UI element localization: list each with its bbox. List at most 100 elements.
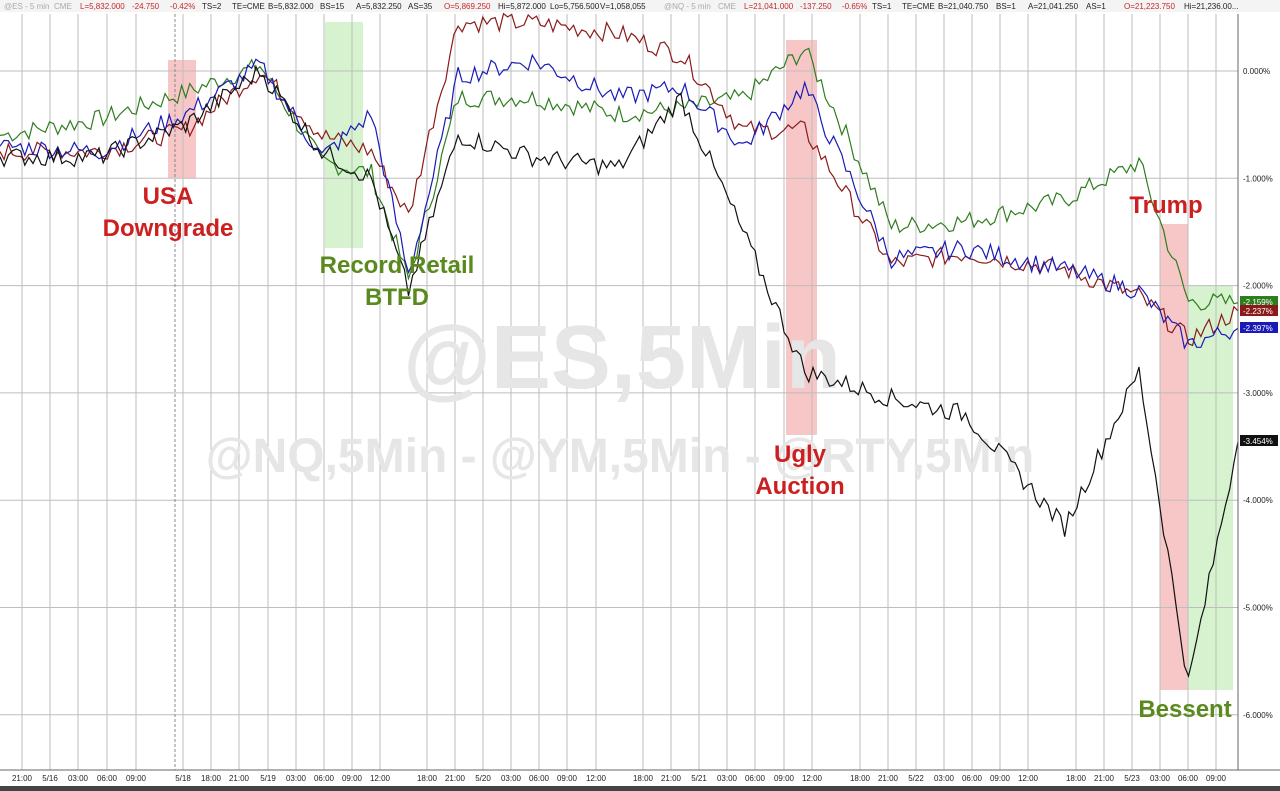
x-tick-label: 18:00 <box>201 774 222 783</box>
quote-header: @ES - 5 min CME L=5,832.000 -24.750 -0.4… <box>0 0 1280 12</box>
nq-bid: B=21,040.750 <box>938 2 989 11</box>
annotation-record-retail-line1: Record Retail <box>320 252 475 279</box>
series-line-es <box>0 53 1239 350</box>
x-tick-label: 21:00 <box>229 774 250 783</box>
band-bessent <box>1188 286 1233 690</box>
x-tick-label: 03:00 <box>286 774 307 783</box>
x-tick-label: 5/18 <box>175 774 191 783</box>
x-tick-label: 03:00 <box>934 774 955 783</box>
nq-ask: A=21,041.250 <box>1028 2 1079 11</box>
es-vol: V=1,058,055 <box>600 2 646 11</box>
x-tick-label: 18:00 <box>850 774 871 783</box>
es-chg: -24.750 <box>132 2 160 11</box>
x-tick-label: 06:00 <box>529 774 550 783</box>
y-axis: 0.000% -1.000% -2.000% -3.000% -4.000% -5.000… <box>1237 14 1273 770</box>
grid <box>0 14 1238 770</box>
x-tick-label: 21:00 <box>12 774 33 783</box>
es-as: AS=35 <box>408 2 433 11</box>
x-tick-label: 5/19 <box>260 774 276 783</box>
y-tick-label: -3.000% <box>1243 389 1273 398</box>
x-tick-label: 06:00 <box>1178 774 1199 783</box>
es-last: L=5,832.000 <box>80 2 125 11</box>
x-tick-label: 03:00 <box>501 774 522 783</box>
x-tick-label: 03:00 <box>1150 774 1171 783</box>
value-tag-label-rty: -2.159% <box>1243 298 1273 307</box>
series-line-ym <box>0 64 1239 679</box>
value-tag-nq <box>1240 305 1278 316</box>
watermark-secondary: @NQ,5Min - @YM,5Min - @RTY,5Min <box>206 430 1034 483</box>
annotation-bessent: Bessent <box>1138 696 1231 723</box>
nq-chg: -137.250 <box>800 2 832 11</box>
band-trump <box>1160 224 1188 690</box>
x-tick-label: 21:00 <box>1094 774 1115 783</box>
es-hi: Hi=5,872.000 <box>498 2 546 11</box>
annotations: USA Downgrade Record Retail BTFD Ugly Au… <box>103 183 1232 723</box>
y-tick-label: -4.000% <box>1243 496 1273 505</box>
annotation-ugly-auction-line2: Auction <box>755 473 844 500</box>
nq-as: AS=1 <box>1086 2 1106 11</box>
nq-pct: -0.65% <box>842 2 867 11</box>
series-line-rty <box>0 47 1239 311</box>
es-ask: A=5,832.250 <box>356 2 402 11</box>
nq-open: O=21,223.750 <box>1124 2 1175 11</box>
x-tick-label: 06:00 <box>962 774 983 783</box>
bottom-bar <box>0 786 1280 791</box>
x-axis: 21:00 5/16 03:00 06:00 09:00 5/18 18:00 21:00 5/… <box>0 769 1280 791</box>
x-tick-label: 12:00 <box>370 774 391 783</box>
band-usa-downgrade <box>168 60 196 178</box>
x-tick-label: 12:00 <box>1018 774 1039 783</box>
x-tick-label: 03:00 <box>68 774 89 783</box>
y-tick-label: 0.000% <box>1243 67 1270 76</box>
x-tick-label: 5/23 <box>1124 774 1140 783</box>
x-axis-band <box>0 770 1280 791</box>
x-tick-label: 09:00 <box>990 774 1011 783</box>
annotation-usa-downgrade-line1: USA <box>143 183 194 210</box>
x-tick-label: 5/21 <box>691 774 707 783</box>
annotation-ugly-auction-line1: Ugly <box>774 441 827 468</box>
nq-symbol: @NQ - 5 min <box>664 2 711 11</box>
nq-last: L=21,041.000 <box>744 2 794 11</box>
x-tick-label: 09:00 <box>342 774 363 783</box>
y-tick-label: -6.000% <box>1243 711 1273 720</box>
es-te: TE=CME <box>232 2 265 11</box>
series-lines <box>0 12 1239 679</box>
value-tag-ym <box>1240 435 1278 446</box>
es-exchange: CME <box>54 2 72 11</box>
value-tag-label-nq: -2.237% <box>1243 307 1273 316</box>
x-tick-label: 09:00 <box>1206 774 1227 783</box>
nq-te: TE=CME <box>902 2 935 11</box>
value-tag-label-es: -2.397% <box>1243 324 1273 333</box>
annotation-usa-downgrade-line2: Downgrade <box>103 215 234 242</box>
y-tick-label: -2.000% <box>1243 282 1273 291</box>
last-value-tags: -2.159%-2.237% -2.397% -3.454% <box>1240 296 1278 446</box>
value-tag-label-ym: -3.454% <box>1243 437 1273 446</box>
es-open: O=5,869.250 <box>444 2 491 11</box>
x-tick-label: 09:00 <box>557 774 578 783</box>
x-tick-label: 03:00 <box>717 774 738 783</box>
x-tick-label: 18:00 <box>417 774 438 783</box>
x-tick-label: 09:00 <box>126 774 147 783</box>
x-tick-label: 06:00 <box>314 774 335 783</box>
x-tick-label: 18:00 <box>1066 774 1087 783</box>
nq-bs: BS=1 <box>996 2 1016 11</box>
x-tick-label: 18:00 <box>633 774 654 783</box>
annotation-record-retail-line2: BTFD <box>365 284 429 311</box>
es-bs: BS=15 <box>320 2 345 11</box>
x-tick-label: 06:00 <box>745 774 766 783</box>
x-tick-label: 21:00 <box>878 774 899 783</box>
es-symbol: @ES - 5 min <box>4 2 49 11</box>
es-bid: B=5,832.000 <box>268 2 314 11</box>
es-lo: Lo=5,756.500 <box>550 2 600 11</box>
value-tag-es <box>1240 322 1278 333</box>
x-tick-label: 09:00 <box>774 774 795 783</box>
x-tick-label: 06:00 <box>97 774 118 783</box>
x-tick-label: 12:00 <box>586 774 607 783</box>
watermark-primary: @ES,5Min <box>403 308 841 408</box>
x-tick-label: 21:00 <box>445 774 466 783</box>
y-tick-label: -5.000% <box>1243 604 1273 613</box>
es-ts: TS=2 <box>202 2 222 11</box>
x-tick-label: 5/22 <box>908 774 924 783</box>
es-pct: -0.42% <box>170 2 195 11</box>
x-tick-label: 5/20 <box>475 774 491 783</box>
